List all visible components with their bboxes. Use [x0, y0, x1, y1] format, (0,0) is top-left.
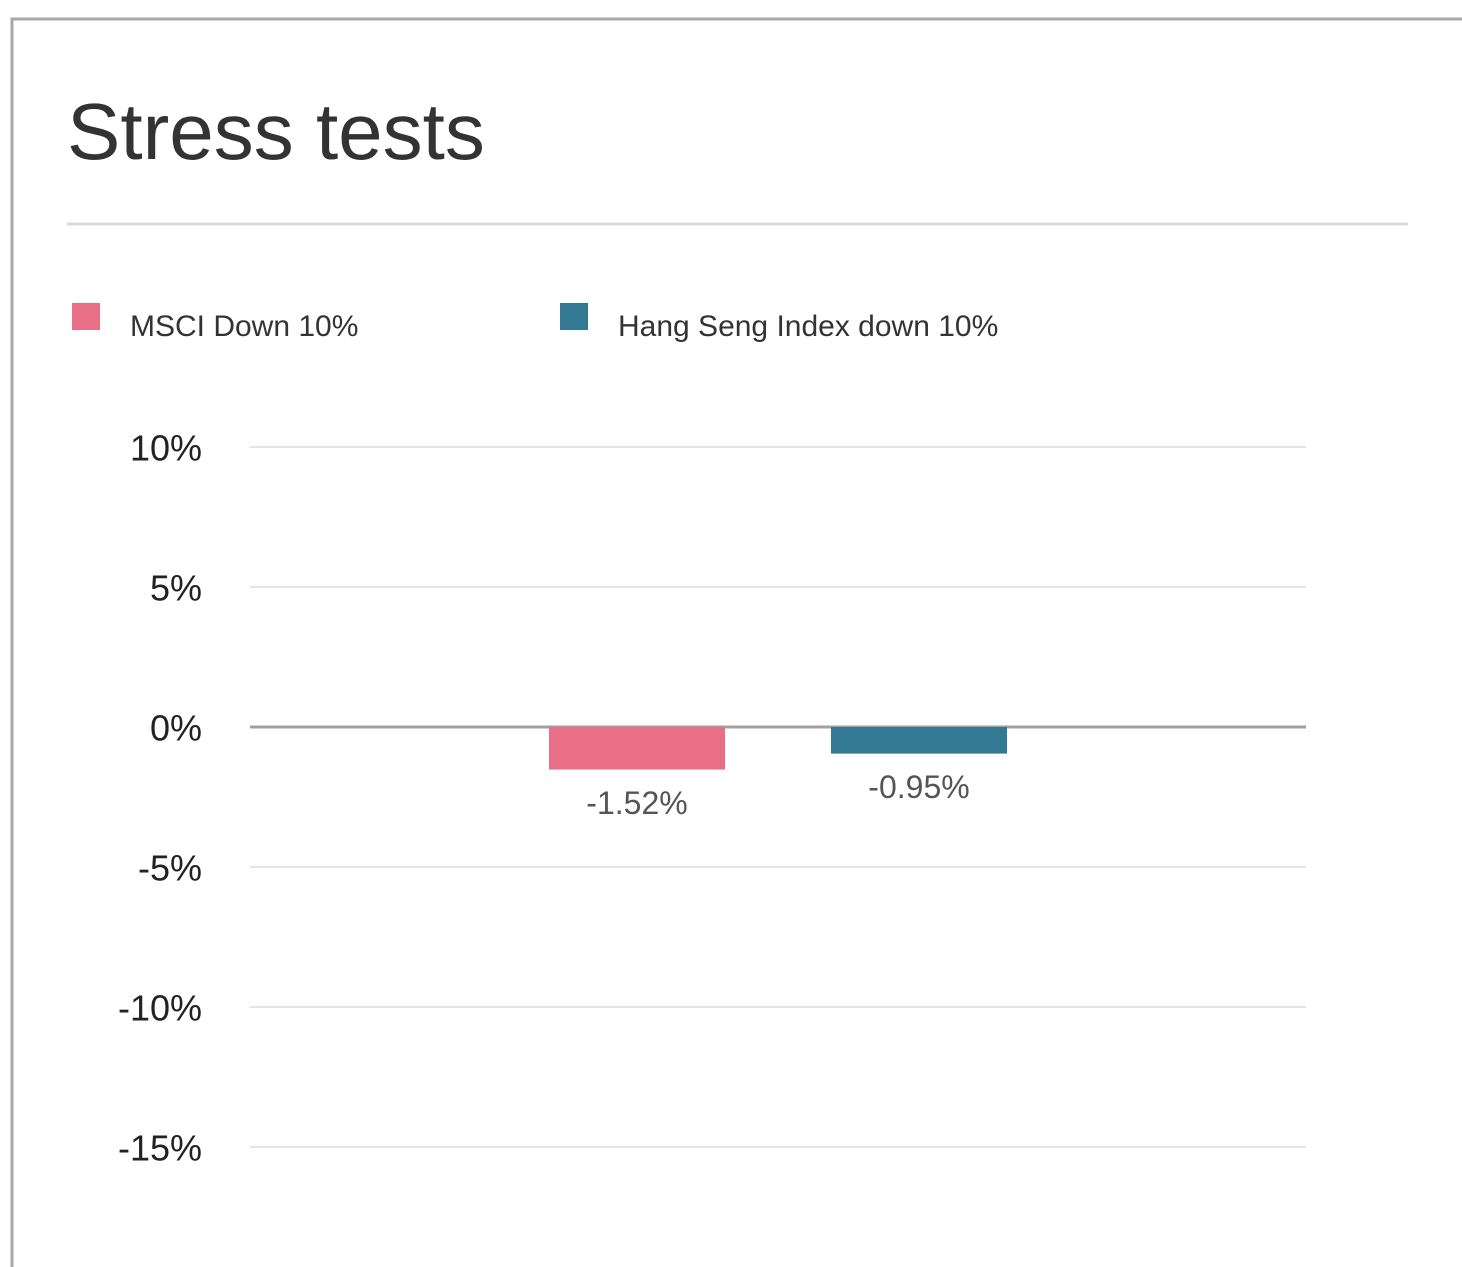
y-tick-label: -10% — [118, 988, 202, 1029]
legend-label: Hang Seng Index down 10% — [618, 310, 998, 343]
bar — [831, 727, 1007, 754]
y-tick-label: 0% — [150, 708, 202, 749]
data-label: -0.95% — [868, 769, 969, 805]
chart-title: Stress tests — [67, 87, 485, 176]
y-tick-label: 5% — [150, 568, 202, 609]
bar — [549, 727, 725, 770]
data-label: -1.52% — [586, 785, 687, 821]
y-tick-label: -15% — [118, 1128, 202, 1169]
card-border — [10, 17, 1462, 1267]
y-tick-label: 10% — [130, 428, 202, 469]
legend-label: MSCI Down 10% — [130, 310, 358, 343]
legend-swatch — [72, 303, 100, 330]
y-tick-label: -5% — [138, 848, 202, 889]
legend-swatch — [560, 303, 588, 330]
